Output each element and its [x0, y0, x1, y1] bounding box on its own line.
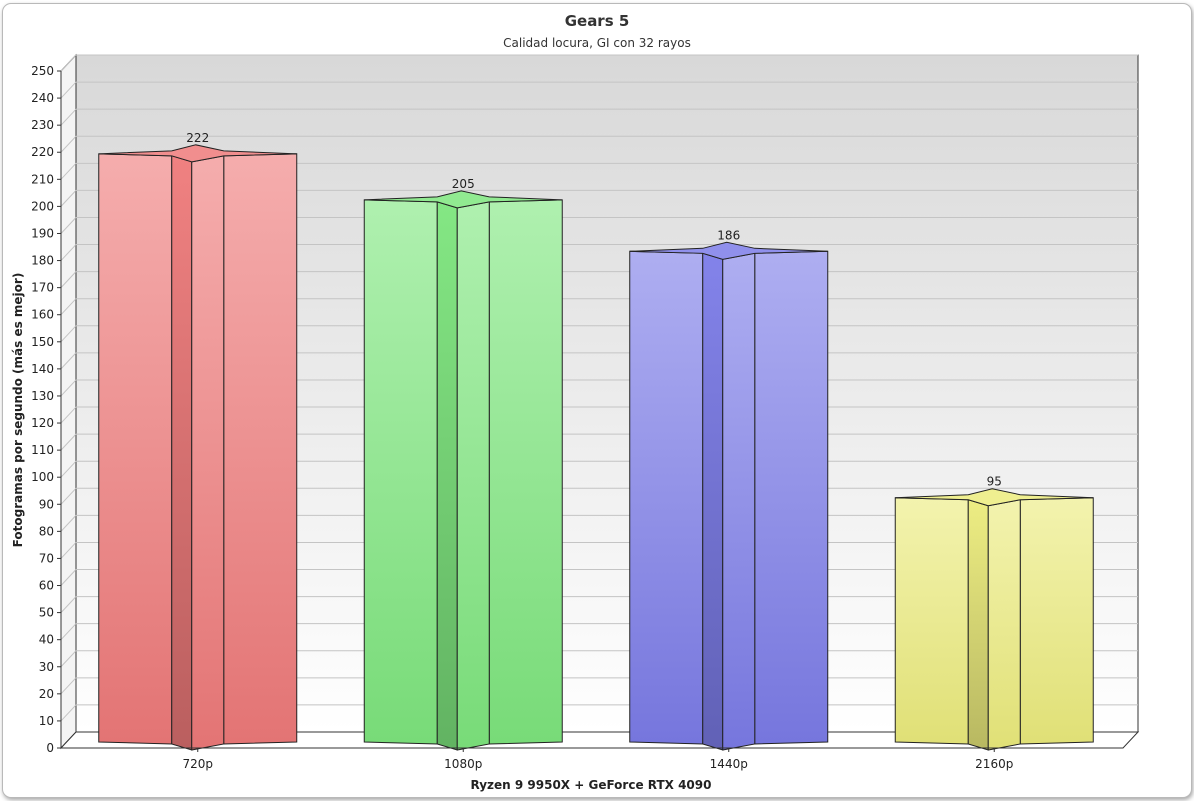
- x-tick-label: 2160p: [975, 757, 1013, 771]
- gridline-side: [60, 298, 77, 316]
- y-tick-label: 60: [39, 579, 54, 593]
- bar-left-face: [629, 250, 704, 745]
- x-tick-label: 720p: [182, 757, 213, 771]
- gridline-side: [60, 487, 77, 505]
- y-tick-label: 30: [39, 660, 54, 674]
- y-tick-label: 120: [31, 416, 54, 430]
- bar-inner-right-face: [987, 499, 1021, 751]
- bar-inner-right-face: [722, 252, 756, 751]
- y-tick-label: 150: [31, 335, 54, 349]
- bar-1440p: 186: [629, 228, 829, 751]
- y-tick-label: 230: [31, 118, 54, 132]
- bars: 222 205 186 95: [98, 131, 1094, 751]
- y-tick-label: 160: [31, 308, 54, 322]
- x-axis-ticks: 720p 1080p 1440p 2160p: [61, 747, 1123, 771]
- y-tick-label: 200: [31, 199, 54, 213]
- y-tick-label: 90: [39, 497, 54, 511]
- gridline-side: [60, 596, 77, 613]
- y-tick-label: 180: [31, 254, 54, 268]
- bar-right-face: [1019, 497, 1094, 745]
- gridline-side: [60, 135, 77, 153]
- bar-left-face: [363, 199, 438, 745]
- bar-top-cap: [364, 190, 563, 209]
- bar-right-face: [223, 153, 298, 745]
- bar-top-cap: [895, 488, 1094, 507]
- gridline-side: [60, 325, 77, 343]
- x-tick-label: 1440p: [710, 757, 748, 771]
- bar-left-face: [98, 153, 173, 745]
- bar-right-face: [488, 199, 563, 745]
- gridline-side: [60, 406, 77, 424]
- y-tick-label: 100: [31, 470, 54, 484]
- y-tick-label: 240: [31, 91, 54, 105]
- bar-inner-left-face: [967, 499, 989, 751]
- gridline-side: [60, 271, 77, 288]
- left-wall: [60, 53, 77, 750]
- x-tick-label: 1080p: [444, 757, 482, 771]
- y-tick-label: 110: [31, 443, 54, 457]
- y-tick-label: 0: [46, 741, 54, 755]
- y-axis-ticks: 0 10 20 30 40 50 60 70 80 90 100 110 120 130 140 150 160…: [31, 64, 62, 755]
- gridline-side: [60, 650, 77, 668]
- data-label: 222: [186, 131, 209, 145]
- y-tick-label: 250: [31, 64, 54, 78]
- y-tick-label: 130: [31, 389, 54, 403]
- bar-right-face: [754, 250, 829, 745]
- bar-inner-left-face: [171, 155, 193, 751]
- gridline-side: [60, 217, 77, 234]
- gridline-side: [60, 162, 77, 180]
- bar-top-cap: [629, 241, 828, 260]
- chart-subtitle: Calidad locura, GI con 32 rayos: [503, 36, 691, 50]
- y-tick-label: 210: [31, 172, 54, 186]
- bar-inner-left-face: [436, 201, 458, 751]
- data-label: 95: [987, 475, 1002, 489]
- gridline-side: [60, 433, 77, 451]
- y-tick-label: 170: [31, 281, 54, 295]
- gridline-side: [60, 460, 77, 478]
- y-tick-label: 70: [39, 551, 54, 565]
- gridline-side: [60, 569, 77, 586]
- gridline-side: [60, 54, 77, 72]
- bar-1080p: 205: [363, 177, 563, 751]
- y-axis-label: Fotogramas por segundo (más es mejor): [11, 273, 25, 548]
- gridline-side: [60, 623, 77, 641]
- bar-top-cap: [98, 144, 297, 163]
- bar-left-face: [894, 497, 969, 745]
- gridline-side: [60, 677, 77, 695]
- bar-inner-right-face: [456, 201, 490, 751]
- data-label: 205: [452, 177, 475, 191]
- y-tick-label: 190: [31, 226, 54, 240]
- y-tick-label: 20: [39, 687, 54, 701]
- gridline-side: [60, 379, 77, 397]
- bar-720p: 222: [98, 131, 298, 751]
- y-tick-label: 40: [39, 633, 54, 647]
- gridline-side: [60, 542, 77, 559]
- gridline-side: [60, 108, 77, 126]
- y-tick-label: 10: [39, 714, 54, 728]
- y-tick-label: 80: [39, 524, 54, 538]
- gridline-side: [60, 352, 77, 370]
- gridline-side: [60, 190, 77, 207]
- y-tick-label: 50: [39, 606, 54, 620]
- bar-inner-left-face: [702, 252, 724, 751]
- gridline-side: [60, 515, 77, 532]
- bar-2160p: 95: [894, 475, 1094, 751]
- gridline-side: [60, 704, 77, 722]
- data-label: 186: [717, 228, 740, 242]
- gridline-side: [60, 244, 77, 261]
- chart-title: Gears 5: [565, 12, 630, 30]
- bar-inner-right-face: [191, 155, 225, 751]
- y-tick-label: 220: [31, 145, 54, 159]
- gridline-side: [60, 81, 77, 99]
- x-axis-label: Ryzen 9 9950X + GeForce RTX 4090: [471, 778, 712, 792]
- y-tick-label: 140: [31, 362, 54, 376]
